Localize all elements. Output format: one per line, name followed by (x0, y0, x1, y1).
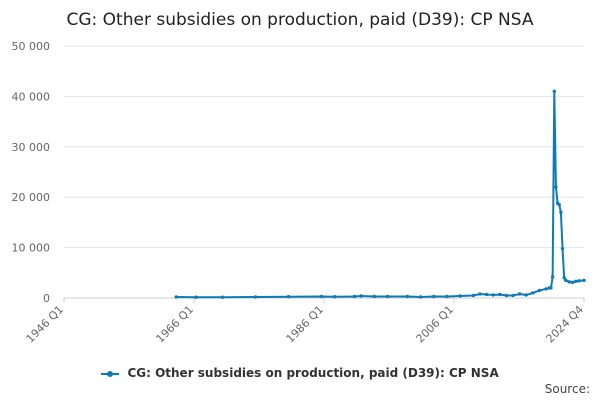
series-point[interactable] (352, 294, 357, 299)
series-point[interactable] (582, 278, 586, 283)
series-point[interactable] (524, 293, 528, 297)
series-point[interactable] (333, 295, 337, 299)
source-label: Source: (544, 382, 590, 396)
series-point[interactable] (550, 275, 555, 279)
series-point[interactable] (319, 294, 324, 299)
series-point[interactable] (478, 292, 482, 296)
series-point[interactable] (570, 280, 575, 285)
x-tick-label: 2006 Q1 (414, 303, 457, 346)
x-tick-label: 2024 Q4 (544, 303, 587, 346)
series-point[interactable] (552, 89, 556, 94)
y-tick-label: 10 000 (12, 242, 51, 255)
x-tick-label: 1986 Q1 (284, 303, 327, 346)
series-point[interactable] (517, 292, 522, 296)
chart-title: CG: Other subsidies on production, paid … (66, 10, 534, 30)
y-tick-label: 40 000 (12, 90, 51, 103)
series-point[interactable] (567, 280, 571, 284)
series-point[interactable] (574, 279, 578, 284)
y-tick-label: 50 000 (12, 40, 51, 53)
series-point[interactable] (544, 287, 548, 291)
series-point[interactable] (174, 295, 178, 299)
series-point[interactable] (549, 286, 553, 290)
grid-layer (64, 45, 584, 299)
legend[interactable]: CG: Other subsidies on production, paid … (0, 366, 600, 380)
series-point[interactable] (432, 294, 436, 299)
legend-label: CG: Other subsidies on production, paid … (127, 366, 499, 380)
series-point[interactable] (445, 294, 449, 299)
series-point[interactable] (484, 292, 489, 297)
series-point[interactable] (498, 292, 502, 297)
series-point[interactable] (560, 246, 565, 251)
series-point[interactable] (504, 293, 509, 298)
y-tick-label: 30 000 (12, 141, 51, 154)
series-point[interactable] (194, 295, 198, 299)
series-point[interactable] (372, 294, 377, 299)
y-tick-label: 0 (43, 292, 50, 305)
series-point[interactable] (418, 295, 423, 299)
series-layer (174, 89, 586, 299)
x-tick-label: 1966 Q1 (154, 303, 197, 346)
series-point[interactable] (562, 276, 566, 280)
series-point[interactable] (577, 279, 581, 283)
series-point[interactable] (220, 295, 225, 299)
axis-layer: 0 10 000 20 000 30 000 40 000 50 000 1946 Q1 19… (12, 40, 587, 345)
series-point[interactable] (253, 295, 258, 299)
x-tick-label: 1946 Q1 (24, 303, 67, 346)
series-point[interactable] (385, 294, 390, 299)
series-point[interactable] (564, 278, 568, 283)
series-point[interactable] (557, 203, 561, 207)
series-point[interactable] (554, 185, 558, 189)
series-point[interactable] (458, 294, 462, 298)
legend-swatch (101, 370, 120, 378)
series-point[interactable] (359, 294, 363, 298)
series-point[interactable] (511, 293, 515, 298)
series-point[interactable] (537, 288, 542, 293)
series-point[interactable] (491, 293, 495, 297)
series-point[interactable] (531, 291, 535, 295)
series-point[interactable] (286, 295, 291, 299)
series-point[interactable] (471, 293, 476, 298)
series-point[interactable] (405, 294, 410, 299)
legend-marker (107, 370, 114, 377)
series-point[interactable] (559, 210, 563, 215)
y-tick-label: 20 000 (12, 191, 51, 204)
series-line (176, 90, 585, 299)
